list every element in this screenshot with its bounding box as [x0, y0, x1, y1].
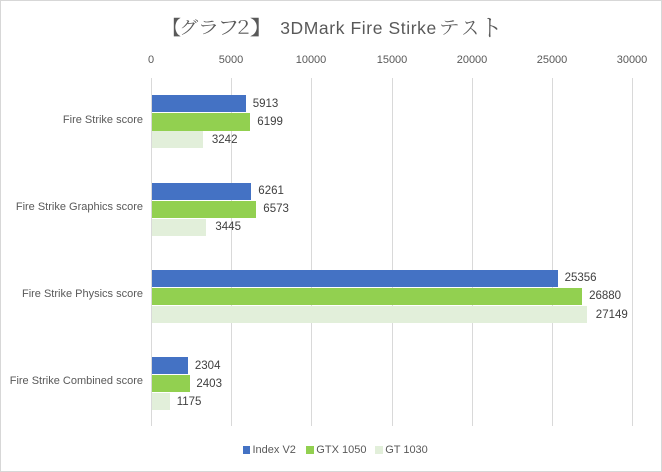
- svg-text:3DMark Fire Stirke: 3DMark Fire Stirke: [280, 18, 437, 38]
